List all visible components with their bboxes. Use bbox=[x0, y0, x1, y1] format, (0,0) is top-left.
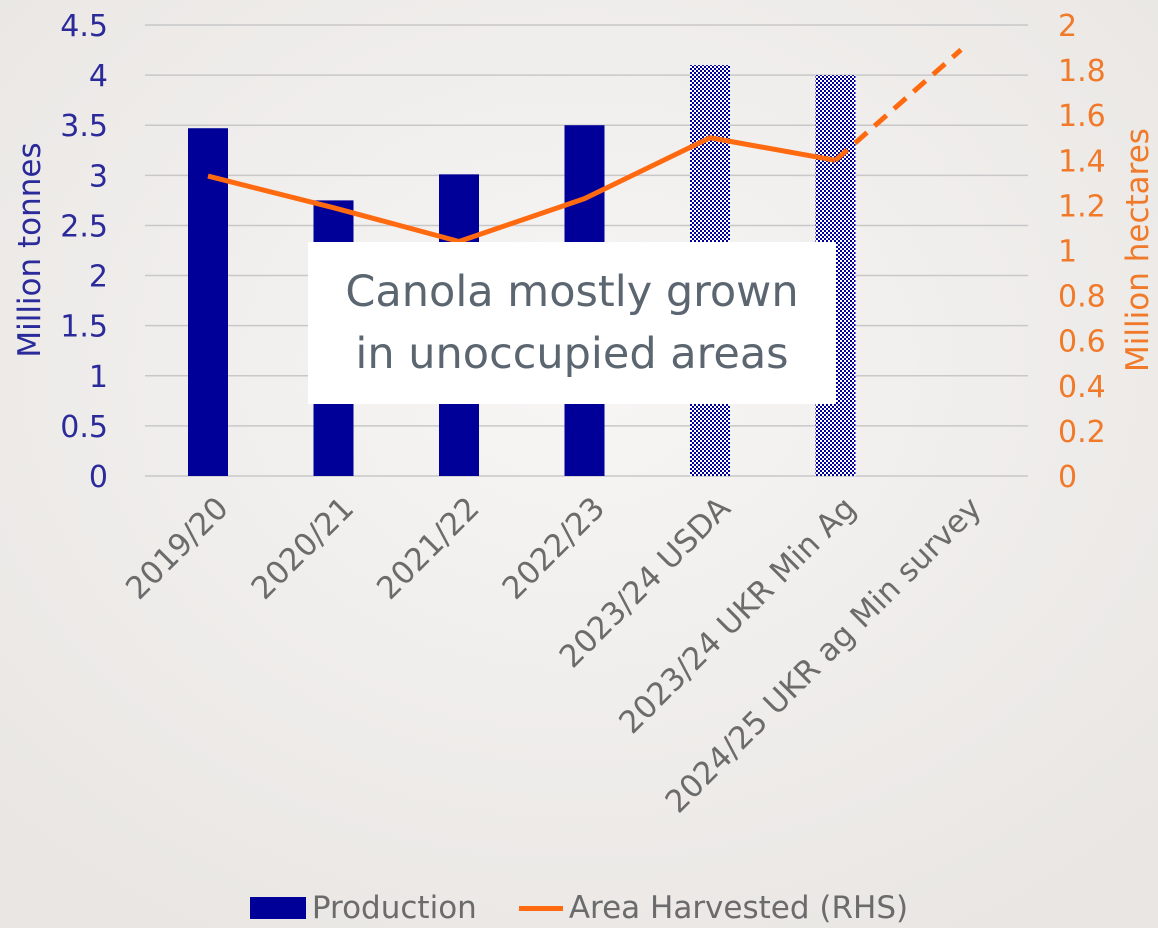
left-axis-ticks: 0 0.5 1 1.5 2 2.5 3 3.5 4 4.5 bbox=[60, 9, 108, 495]
left-axis-label: Million tonnes bbox=[12, 142, 48, 357]
left-tick-label: 3 bbox=[89, 159, 108, 194]
legend-label-production: Production bbox=[311, 890, 477, 926]
left-tick-label: 0 bbox=[89, 460, 108, 495]
left-tick-label: 0.5 bbox=[60, 410, 108, 445]
right-tick-label: 1 bbox=[1058, 235, 1077, 270]
right-tick-label: 1.8 bbox=[1058, 54, 1106, 89]
left-tick-label: 3.5 bbox=[60, 109, 108, 144]
left-tick-label: 4.5 bbox=[60, 9, 108, 44]
area-line-dashed bbox=[833, 47, 963, 163]
right-tick-label: 2 bbox=[1058, 9, 1077, 44]
left-tick-label: 1.5 bbox=[60, 310, 108, 345]
right-tick-label: 1.4 bbox=[1058, 144, 1106, 179]
right-tick-label: 1.2 bbox=[1058, 189, 1106, 224]
left-tick-label: 1 bbox=[89, 360, 108, 395]
legend-item-production: Production bbox=[249, 890, 477, 926]
legend-swatch-area bbox=[518, 905, 563, 911]
annotation-line-2: in unoccupied areas bbox=[355, 329, 789, 379]
legend-label-area: Area Harvested (RHS) bbox=[568, 890, 909, 926]
right-tick-label: 0.8 bbox=[1058, 280, 1106, 315]
left-tick-label: 2.5 bbox=[60, 209, 108, 244]
right-tick-label: 0.6 bbox=[1058, 325, 1106, 360]
legend-item-area: Area Harvested (RHS) bbox=[518, 890, 909, 926]
right-tick-label: 0.4 bbox=[1058, 370, 1106, 405]
right-axis-label: Million hectares bbox=[1120, 128, 1156, 372]
left-tick-label: 4 bbox=[89, 59, 108, 94]
right-tick-label: 1.6 bbox=[1058, 99, 1106, 134]
annotation-box: Canola mostly grown in unoccupied areas bbox=[308, 242, 836, 404]
legend: Production Area Harvested (RHS) bbox=[0, 888, 1158, 928]
right-tick-label: 0.2 bbox=[1058, 415, 1106, 450]
legend-swatch-production bbox=[249, 897, 306, 919]
area-harvested-line bbox=[207, 47, 963, 244]
production-bar bbox=[188, 128, 228, 476]
right-tick-label: 0 bbox=[1058, 460, 1077, 495]
area-line-solid bbox=[207, 135, 836, 244]
left-tick-label: 2 bbox=[89, 260, 108, 295]
annotation-line-1: Canola mostly grown bbox=[345, 267, 799, 317]
right-axis-ticks: 0 0.2 0.4 0.6 0.8 1 1.2 1.4 1.6 1.8 2 bbox=[1058, 9, 1106, 495]
